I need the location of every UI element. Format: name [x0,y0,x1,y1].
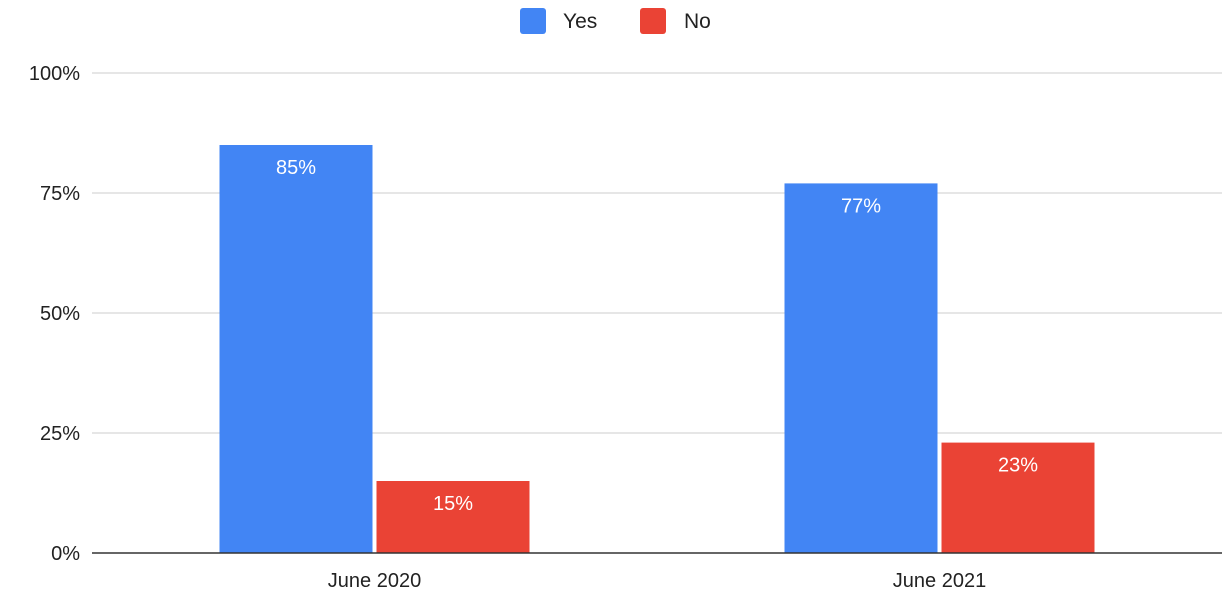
legend: Yes No [520,8,711,34]
y-tick-label: 50% [40,303,80,325]
bar-no-0 [376,481,530,553]
data-label: 77% [841,195,881,217]
legend-item-yes[interactable]: Yes [520,8,597,34]
y-tick-label: 100% [29,63,80,85]
data-label: 85% [276,157,316,179]
bars: 85% 15% 77% 23% [219,145,1095,553]
y-tick-label: 75% [40,183,80,205]
y-axis: 0% 25% 50% 75% 100% [29,63,80,565]
legend-label: No [684,10,711,33]
bar-yes-1 [784,183,938,553]
x-axis: June 2020 June 2021 [92,552,1222,592]
y-tick-label: 25% [40,423,80,445]
legend-swatch [520,8,546,34]
legend-label: Yes [563,10,597,33]
bar-yes-0 [219,145,373,553]
legend-item-no[interactable]: No [640,8,711,34]
data-label: 15% [433,493,473,515]
y-tick-label: 0% [51,543,80,565]
data-label: 23% [998,455,1038,477]
x-tick-label: June 2021 [893,570,986,592]
bar-no-1 [941,442,1095,553]
legend-swatch [640,8,666,34]
x-tick-label: June 2020 [328,570,421,592]
